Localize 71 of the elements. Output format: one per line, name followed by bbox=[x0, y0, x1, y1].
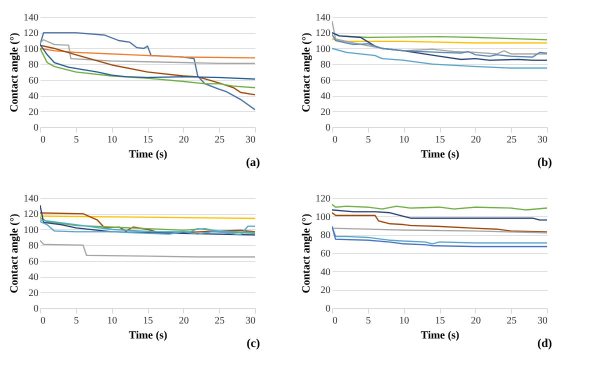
y-tick-label: 20 bbox=[320, 106, 330, 118]
y-axis-title: Contact angle (°) bbox=[8, 213, 20, 294]
x-tick-label: 5 bbox=[74, 316, 79, 326]
x-tick-label: 15 bbox=[435, 134, 445, 146]
y-tick-label: 140 bbox=[316, 12, 330, 24]
y-tick-label: 120 bbox=[24, 209, 38, 220]
y-tick-label: 60 bbox=[28, 256, 38, 268]
y-tick-label: 20 bbox=[320, 285, 330, 296]
y-tick-label: 100 bbox=[24, 224, 38, 236]
y-tick-label: 60 bbox=[320, 75, 330, 86]
y-tick-label: 0 bbox=[326, 304, 330, 314]
y-axis-title: Contact angle (°) bbox=[300, 32, 312, 112]
x-tick-label: 0 bbox=[332, 134, 338, 146]
y-tick-label: 0 bbox=[34, 304, 38, 314]
y-tick-label: 100 bbox=[316, 212, 330, 223]
y-tick-label: 140 bbox=[24, 12, 38, 24]
y-tick-label: 40 bbox=[28, 272, 38, 284]
x-tick-label: 0 bbox=[40, 316, 46, 326]
y-tick-label: 0 bbox=[326, 122, 330, 134]
x-tick-label: 0 bbox=[40, 134, 46, 146]
y-tick-label: 60 bbox=[28, 75, 38, 86]
x-tick-label: 30 bbox=[246, 316, 256, 326]
y-tick-label: 120 bbox=[316, 28, 330, 40]
y-tick-label: 0 bbox=[34, 122, 38, 134]
y-tick-label: 80 bbox=[28, 240, 38, 252]
x-tick-label: 30 bbox=[538, 316, 548, 326]
y-axis-title: Contact angle (°) bbox=[8, 32, 20, 112]
x-tick-label: 25 bbox=[214, 316, 225, 326]
y-tick-label: 120 bbox=[24, 28, 38, 40]
x-tick-label: 5 bbox=[366, 316, 371, 326]
y-tick-label: 140 bbox=[24, 194, 38, 204]
x-tick-label: 20 bbox=[178, 134, 189, 146]
y-tick-label: 20 bbox=[28, 106, 38, 118]
x-tick-label: 20 bbox=[470, 134, 481, 146]
y-tick-label: 60 bbox=[320, 248, 330, 260]
x-tick-label: 0 bbox=[332, 316, 338, 326]
x-axis-title: Time (s) bbox=[420, 330, 460, 342]
x-tick-label: 15 bbox=[143, 316, 153, 326]
y-tick-label: 100 bbox=[316, 44, 330, 55]
x-tick-label: 25 bbox=[214, 134, 225, 146]
y-tick-label: 120 bbox=[316, 194, 330, 204]
x-tick-label: 20 bbox=[470, 316, 481, 326]
x-tick-label: 30 bbox=[538, 134, 548, 146]
text: (a) bbox=[246, 155, 260, 169]
x-axis-title: Time (s) bbox=[420, 148, 460, 160]
y-axis-title: Contact angle (°) bbox=[300, 213, 312, 294]
text: (b) bbox=[537, 155, 552, 169]
x-axis-title: Time (s) bbox=[128, 148, 168, 160]
x-axis-title: Time (s) bbox=[128, 330, 168, 342]
x-tick-label: 10 bbox=[107, 134, 118, 146]
text: (d) bbox=[537, 336, 552, 350]
x-tick-label: 10 bbox=[399, 316, 410, 326]
x-tick-label: 5 bbox=[74, 134, 79, 146]
x-tick-label: 25 bbox=[506, 134, 517, 146]
y-tick-label: 80 bbox=[320, 230, 330, 242]
y-tick-label: 40 bbox=[320, 266, 330, 278]
x-tick-label: 25 bbox=[506, 316, 517, 326]
y-tick-label: 40 bbox=[320, 91, 330, 102]
x-tick-label: 10 bbox=[107, 316, 118, 326]
x-tick-label: 30 bbox=[246, 134, 256, 146]
text: (c) bbox=[246, 336, 260, 350]
x-tick-label: 15 bbox=[435, 316, 445, 326]
y-tick-label: 80 bbox=[320, 60, 330, 71]
x-tick-label: 20 bbox=[178, 316, 189, 326]
y-tick-label: 40 bbox=[28, 91, 38, 102]
y-tick-label: 80 bbox=[28, 60, 38, 71]
y-tick-label: 20 bbox=[28, 288, 38, 299]
x-tick-label: 10 bbox=[399, 134, 410, 146]
y-tick-label: 100 bbox=[24, 44, 38, 55]
x-tick-label: 15 bbox=[143, 134, 153, 146]
x-tick-label: 5 bbox=[366, 134, 371, 146]
